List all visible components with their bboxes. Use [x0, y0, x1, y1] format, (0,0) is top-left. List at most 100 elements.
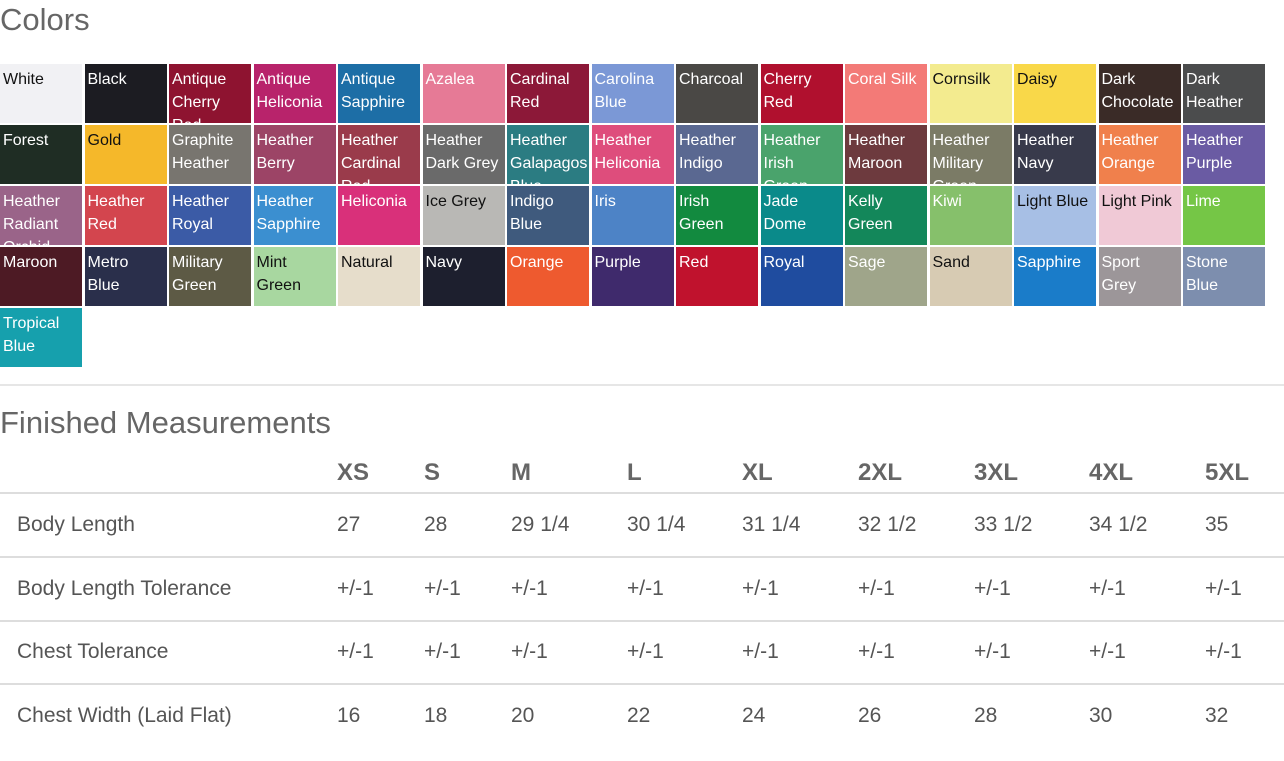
color-swatch: Heather Navy — [1014, 125, 1096, 184]
swatch-label: Light Pink — [1101, 193, 1172, 210]
cell-value: +/-1 — [627, 640, 664, 664]
swatch-label: Carolina Blue — [594, 71, 655, 111]
cell-value: +/-1 — [1089, 576, 1126, 600]
divider — [0, 384, 1284, 386]
swatch-label: Natural — [341, 254, 393, 271]
color-swatch: Jade Dome — [760, 186, 843, 245]
row-label: Body Length — [17, 513, 135, 536]
cell-value: 22 — [627, 704, 651, 728]
color-swatch: Maroon — [0, 247, 82, 306]
color-swatch: Heather Galapagos Blue — [507, 125, 589, 184]
swatch-label: Sage — [848, 254, 886, 271]
swatch-label: Heather Royal — [172, 193, 229, 233]
swatch-label: Lime — [1186, 193, 1221, 210]
color-swatch: Heather Dark Grey — [422, 125, 505, 184]
colors-title: Colors — [0, 2, 90, 37]
cell-value: 32 — [1205, 704, 1229, 728]
column-header: 3XL — [974, 459, 1019, 486]
cell-value: +/-1 — [858, 640, 895, 664]
cell-value: 26 — [858, 704, 882, 728]
swatch-label: Red — [679, 254, 709, 271]
color-swatch: Azalea — [422, 64, 505, 123]
color-swatch: Tropical Blue — [0, 308, 82, 367]
swatch-label: White — [3, 71, 44, 88]
color-swatch: Kiwi — [929, 186, 1012, 245]
cell-value: 28 — [424, 513, 448, 536]
swatch-label: Dark Heather — [1186, 71, 1243, 111]
row-label: Chest Tolerance — [17, 640, 169, 664]
color-swatch: Heather Radiant Orchid — [0, 186, 82, 245]
cell-value: 18 — [424, 704, 448, 728]
cell-value: 30 1/4 — [627, 513, 686, 536]
color-swatch: Sage — [845, 247, 927, 306]
cell-value: 35 — [1205, 513, 1229, 536]
swatch-label: Heather Purple — [1186, 132, 1243, 172]
color-swatch: Black — [84, 64, 167, 123]
swatch-label: Heliconia — [341, 193, 407, 210]
color-swatch: Carolina Blue — [591, 64, 674, 123]
color-swatch: Orange — [507, 247, 589, 306]
swatch-label: Kelly Green — [848, 193, 893, 233]
cell-value: 29 1/4 — [511, 513, 570, 536]
row-label: Body Length Tolerance — [17, 576, 232, 600]
swatch-label: Heather Galapagos Blue — [510, 132, 588, 184]
swatch-label: Sand — [932, 254, 970, 271]
table-rule — [0, 492, 1284, 494]
swatch-label: Heather Berry — [256, 132, 314, 172]
row-rule — [0, 619, 1284, 622]
cell-value: +/-1 — [1089, 640, 1126, 664]
swatch-label: Orange — [510, 254, 564, 271]
column-header: 5XL — [1205, 459, 1250, 486]
color-swatch: Antique Sapphire — [338, 64, 420, 123]
cell-value: 27 — [337, 513, 361, 536]
measurements-title: Finished Measurements — [0, 405, 331, 440]
color-swatch: Purple — [591, 247, 674, 306]
cell-value: +/-1 — [424, 576, 461, 600]
color-swatch: Indigo Blue — [507, 186, 589, 245]
cell-value: +/-1 — [974, 640, 1011, 664]
color-swatch: Metro Blue — [84, 247, 167, 306]
color-swatch: Light Blue — [1014, 186, 1096, 245]
cell-value: 34 1/2 — [1089, 513, 1148, 536]
swatch-label: Sapphire — [1017, 254, 1082, 271]
color-swatch: Heather Cardinal Red — [338, 125, 420, 184]
cell-value: 30 — [1089, 704, 1113, 728]
color-swatch: Dark Chocolate — [1098, 64, 1181, 123]
color-swatch: Heather Irish Green — [760, 125, 843, 184]
color-swatch: Cardinal Red — [507, 64, 589, 123]
color-swatch: Heather Maroon — [845, 125, 927, 184]
cell-value: +/-1 — [858, 576, 895, 600]
swatch-label: Daisy — [1017, 71, 1058, 88]
swatch-label: Gold — [87, 132, 122, 149]
color-swatch: Heliconia — [338, 186, 420, 245]
row-rule — [0, 556, 1284, 558]
column-header: 2XL — [858, 459, 903, 486]
color-swatch: Sand — [929, 247, 1012, 306]
swatch-label: Heather Sapphire — [256, 193, 321, 233]
color-swatch: Heather Purple — [1183, 125, 1265, 184]
cell-value: 16 — [337, 704, 361, 728]
color-swatch: Heather Indigo — [676, 125, 758, 184]
color-swatch: Charcoal — [676, 64, 758, 123]
swatch-label: Heather Red — [87, 193, 145, 233]
swatch-label: Purple — [594, 254, 641, 271]
color-swatch: Coral Silk — [845, 64, 927, 123]
swatch-label: Cornsilk — [932, 71, 991, 88]
swatch-label: Jade Dome — [763, 193, 807, 233]
swatch-label: Royal — [763, 254, 805, 271]
cell-value: +/-1 — [742, 640, 779, 664]
swatch-label: Cardinal Red — [510, 71, 570, 111]
cell-value: 28 — [974, 704, 998, 728]
column-header: 4XL — [1089, 459, 1134, 486]
color-swatch: Gold — [84, 125, 167, 184]
color-swatch: Military Green — [169, 247, 251, 306]
swatch-label: Maroon — [3, 254, 58, 271]
cell-value: 31 1/4 — [742, 513, 801, 536]
swatch-label: Indigo Blue — [510, 193, 554, 233]
swatch-label: Military Green — [172, 254, 223, 294]
color-swatch: Red — [676, 247, 758, 306]
cell-value: +/-1 — [511, 640, 548, 664]
swatch-label: Charcoal — [679, 71, 744, 88]
color-swatch: Heather Orange — [1098, 125, 1181, 184]
cell-value: +/-1 — [1205, 640, 1242, 664]
